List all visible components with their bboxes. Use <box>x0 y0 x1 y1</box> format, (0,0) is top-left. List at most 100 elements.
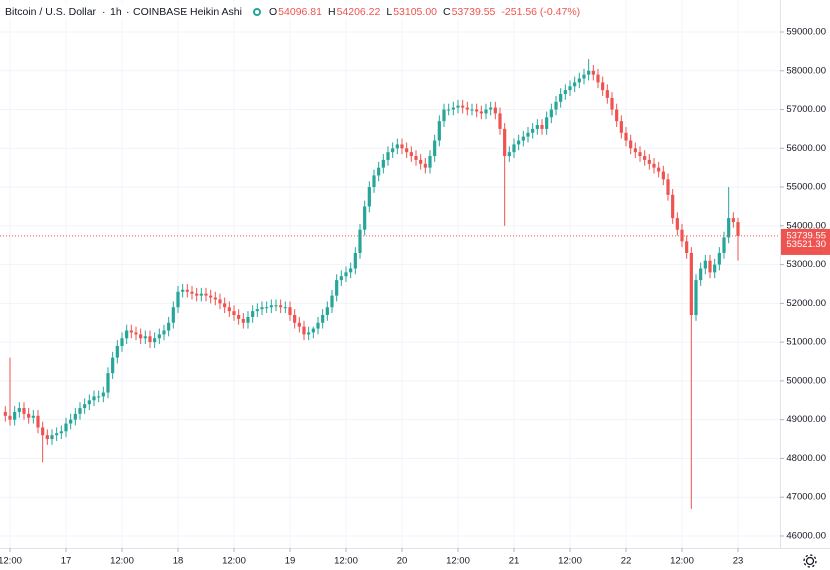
x-tick-label: 17 <box>61 556 72 567</box>
chart-style: Heikin Ashi <box>190 6 242 18</box>
candle-body <box>437 121 441 141</box>
x-tick-label: 18 <box>173 556 184 567</box>
candle-body <box>689 252 693 315</box>
candle-body <box>619 121 623 133</box>
y-tick-label: 54000.00 <box>786 220 826 231</box>
candle-body <box>526 132 530 137</box>
candle-body <box>120 338 124 347</box>
candle-body <box>106 373 110 393</box>
legend-value: 54206.22 <box>337 6 381 18</box>
candle-body <box>358 229 362 253</box>
candle-body <box>269 305 273 308</box>
y-tick-label: 57000.00 <box>786 104 826 115</box>
legend-key: H <box>328 6 336 18</box>
legend-key: O <box>269 6 277 18</box>
candle-body <box>339 276 343 281</box>
header-bg <box>0 2 540 20</box>
x-tick-label: 19 <box>285 556 296 567</box>
candle-body <box>288 307 292 315</box>
legend-value: 54096.81 <box>278 6 322 18</box>
second-price-label: 53521.30 <box>786 239 826 250</box>
candle-body <box>101 392 105 397</box>
y-tick-label: 55000.00 <box>786 182 826 193</box>
candle-body <box>587 70 591 75</box>
candle-body <box>493 107 497 114</box>
candle-body <box>167 322 171 331</box>
candle-body <box>372 175 376 188</box>
candle-body <box>675 218 679 230</box>
legend-value: 53739.55 <box>452 6 496 18</box>
candle-body <box>545 117 549 129</box>
y-tick-label: 59000.00 <box>786 27 826 38</box>
candle-body <box>657 167 661 172</box>
candle-body <box>293 314 297 323</box>
candle-body <box>181 289 185 292</box>
candle-body <box>279 305 283 308</box>
candle-body <box>591 70 595 75</box>
candle-body <box>643 156 647 160</box>
candle-body <box>353 252 357 269</box>
candle-body <box>344 272 348 277</box>
candle-body <box>475 109 479 112</box>
candle-body <box>671 194 675 219</box>
candle-body <box>111 357 115 374</box>
candle-body <box>381 159 385 168</box>
candle-body <box>727 218 731 238</box>
candle-body <box>302 326 306 335</box>
candle-body <box>442 109 446 122</box>
candle-body <box>195 293 199 296</box>
y-tick-label: 53000.00 <box>786 259 826 270</box>
exchange: COINBASE <box>133 6 187 18</box>
candle-body <box>50 435 54 440</box>
candle-body <box>722 237 726 253</box>
candle-body <box>297 322 301 327</box>
candle-body <box>507 152 511 157</box>
candle-body <box>717 252 721 265</box>
y-tick-label: 49000.00 <box>786 414 826 425</box>
candle-body <box>55 433 59 436</box>
y-tick-label: 50000.00 <box>786 375 826 386</box>
candle-body <box>624 132 628 141</box>
candle-body <box>162 330 166 335</box>
candle-body <box>125 330 129 339</box>
candle-body <box>470 109 474 111</box>
settings-icon[interactable] <box>803 554 817 568</box>
candle-body <box>461 105 465 108</box>
candle-body <box>227 307 231 312</box>
candle-body <box>36 415 40 428</box>
candle-body <box>559 94 563 102</box>
y-tick-label: 51000.00 <box>786 337 826 348</box>
candle-body <box>153 338 157 343</box>
candle-body <box>699 268 703 281</box>
candle-body <box>484 109 488 114</box>
candle-body <box>115 346 119 358</box>
candle-body <box>335 280 339 296</box>
candle-body <box>647 159 651 164</box>
candle-body <box>157 334 161 339</box>
candle-body <box>251 311 255 317</box>
candle-body <box>330 295 334 308</box>
candle-body <box>97 396 101 398</box>
candle-body <box>666 179 670 195</box>
candle-body <box>45 435 49 440</box>
x-tick-label: 12:00 <box>558 556 582 567</box>
legend-key: C <box>443 6 451 18</box>
candle-body <box>573 82 577 87</box>
candle-body <box>535 125 539 129</box>
separator: · <box>183 6 187 18</box>
gear-teeth <box>803 554 817 568</box>
y-tick-label: 48000.00 <box>786 453 826 464</box>
y-tick-label: 56000.00 <box>786 143 826 154</box>
candle-body <box>685 241 689 253</box>
candle-body <box>22 408 26 414</box>
candle-body <box>447 109 451 111</box>
candle-body <box>414 156 418 160</box>
x-tick-label: 12:00 <box>222 556 246 567</box>
candle-body <box>176 291 180 308</box>
gear-ring <box>805 556 815 566</box>
candle-body <box>465 107 469 110</box>
candle-body <box>713 264 717 273</box>
candle-body <box>386 152 390 160</box>
candle-body <box>283 307 287 309</box>
candle-body <box>596 74 600 83</box>
